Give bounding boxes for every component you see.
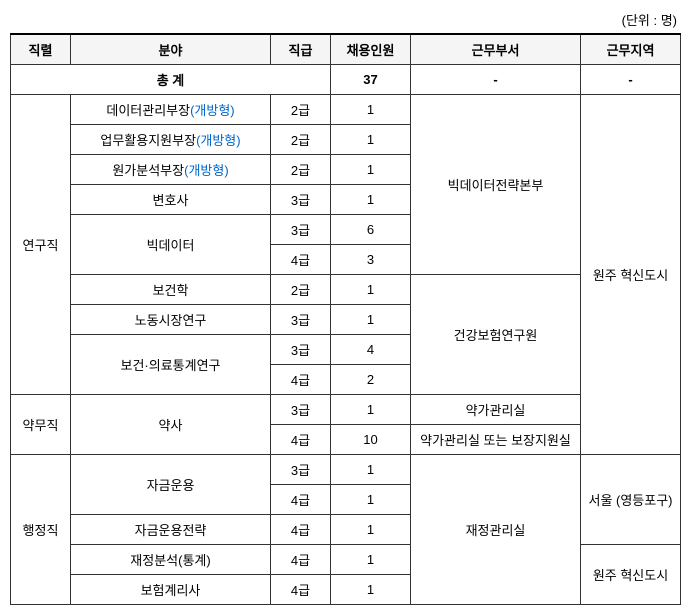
dept-bigdata-hq: 빅데이터전략본부: [411, 95, 581, 275]
field-cell: 보건학: [71, 275, 271, 305]
dept-finance-mgmt: 재정관리실: [411, 455, 581, 605]
open-label: (개방형): [190, 103, 235, 118]
count-cell: 6: [331, 215, 411, 245]
location-wonju-2: 원주 혁신도시: [581, 545, 681, 605]
count-cell: 1: [331, 305, 411, 335]
grade-cell: 3급: [271, 215, 331, 245]
field-cell: 자금운용전략: [71, 515, 271, 545]
grade-cell: 3급: [271, 185, 331, 215]
count-cell: 1: [331, 155, 411, 185]
count-cell: 1: [331, 515, 411, 545]
table-row: 재정분석(통계) 4급 1 원주 혁신도시: [11, 545, 681, 575]
grade-cell: 3급: [271, 335, 331, 365]
count-cell: 4: [331, 335, 411, 365]
field-cell: 원가분석부장(개방형): [71, 155, 271, 185]
count-cell: 2: [331, 365, 411, 395]
total-headcount: 37: [331, 65, 411, 95]
grade-cell: 2급: [271, 155, 331, 185]
table-row: 약무직 약사 3급 1 약가관리실: [11, 395, 681, 425]
grade-cell: 3급: [271, 455, 331, 485]
grade-cell: 3급: [271, 395, 331, 425]
count-cell: 1: [331, 545, 411, 575]
header-row: 직렬 분야 직급 채용인원 근무부서 근무지역: [11, 34, 681, 65]
unit-label: (단위 : 명): [10, 10, 681, 29]
count-cell: 1: [331, 95, 411, 125]
grade-cell: 4급: [271, 545, 331, 575]
field-cell: 재정분석(통계): [71, 545, 271, 575]
count-cell: 3: [331, 245, 411, 275]
grade-cell: 2급: [271, 275, 331, 305]
category-pharmacy: 약무직: [11, 395, 71, 455]
table-row: 보건학 2급 1 건강보험연구원: [11, 275, 681, 305]
grade-cell: 2급: [271, 95, 331, 125]
field-cell: 약사: [71, 395, 271, 455]
dept-pharma-or-support: 약가관리실 또는 보장지원실: [411, 425, 581, 455]
total-row: 총 계 37 - -: [11, 65, 681, 95]
total-label: 총 계: [11, 65, 331, 95]
location-seoul: 서울 (영등포구): [581, 455, 681, 545]
grade-cell: 4급: [271, 245, 331, 275]
field-cell: 변호사: [71, 185, 271, 215]
count-cell: 1: [331, 395, 411, 425]
field-cell: 노동시장연구: [71, 305, 271, 335]
table-row: 연구직 데이터관리부장(개방형) 2급 1 빅데이터전략본부 원주 혁신도시: [11, 95, 681, 125]
dept-health-research: 건강보험연구원: [411, 275, 581, 395]
count-cell: 1: [331, 485, 411, 515]
header-job-category: 직렬: [11, 34, 71, 65]
location-wonju: 원주 혁신도시: [581, 95, 681, 455]
count-cell: 1: [331, 455, 411, 485]
open-label: (개방형): [184, 163, 229, 178]
grade-cell: 4급: [271, 425, 331, 455]
header-department: 근무부서: [411, 34, 581, 65]
field-cell: 자금운용: [71, 455, 271, 515]
field-cell: 보험계리사: [71, 575, 271, 605]
count-cell: 1: [331, 125, 411, 155]
grade-cell: 4급: [271, 575, 331, 605]
field-cell: 데이터관리부장(개방형): [71, 95, 271, 125]
total-location: -: [581, 65, 681, 95]
field-cell: 보건·의료통계연구: [71, 335, 271, 395]
count-cell: 1: [331, 185, 411, 215]
total-department: -: [411, 65, 581, 95]
grade-cell: 4급: [271, 485, 331, 515]
table-row: 행정직 자금운용 3급 1 재정관리실 서울 (영등포구): [11, 455, 681, 485]
category-admin: 행정직: [11, 455, 71, 605]
count-cell: 1: [331, 575, 411, 605]
open-label: (개방형): [196, 133, 241, 148]
header-location: 근무지역: [581, 34, 681, 65]
grade-cell: 3급: [271, 305, 331, 335]
count-cell: 10: [331, 425, 411, 455]
grade-cell: 2급: [271, 125, 331, 155]
dept-pharma-mgmt: 약가관리실: [411, 395, 581, 425]
header-field: 분야: [71, 34, 271, 65]
header-headcount: 채용인원: [331, 34, 411, 65]
header-grade: 직급: [271, 34, 331, 65]
category-research: 연구직: [11, 95, 71, 395]
grade-cell: 4급: [271, 365, 331, 395]
grade-cell: 4급: [271, 515, 331, 545]
field-cell: 빅데이터: [71, 215, 271, 275]
field-cell: 업무활용지원부장(개방형): [71, 125, 271, 155]
count-cell: 1: [331, 275, 411, 305]
recruitment-table: 직렬 분야 직급 채용인원 근무부서 근무지역 총 계 37 - - 연구직 데…: [10, 33, 681, 605]
